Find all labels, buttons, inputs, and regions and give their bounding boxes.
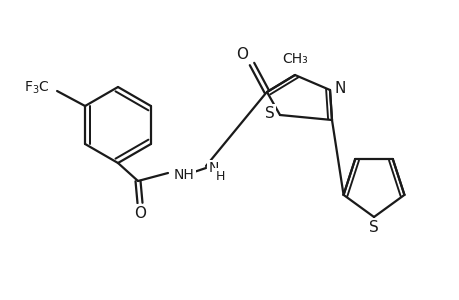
Text: H: H [215,169,224,182]
Text: N: N [334,80,345,95]
Text: CH₃: CH₃ [281,52,307,66]
Text: S: S [368,220,378,235]
Text: NH: NH [173,168,194,182]
Text: O: O [235,46,247,62]
Text: N: N [208,161,218,175]
Text: F$_3$C: F$_3$C [24,80,50,96]
Text: O: O [134,206,146,220]
Text: S: S [264,106,274,121]
